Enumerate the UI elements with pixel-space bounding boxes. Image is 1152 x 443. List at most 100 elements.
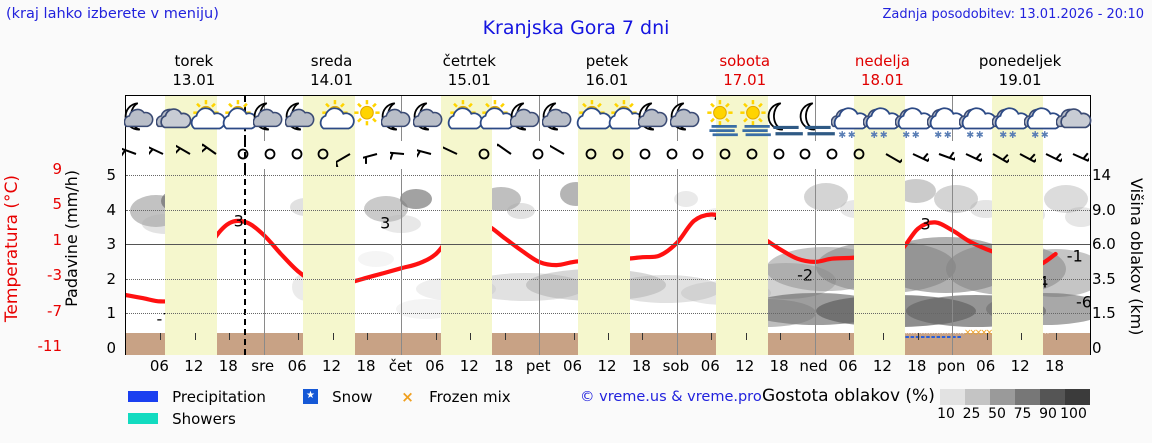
x-axis-label: 06	[149, 357, 169, 375]
day-heading-sobota: sobota 17.01	[676, 52, 814, 90]
temperature-label: -2	[797, 265, 814, 285]
daylight-band	[853, 169, 906, 355]
svg-text:✱: ✱	[1008, 130, 1016, 139]
location-menu-note: (kraj lahko izberete v meniju)	[6, 6, 219, 22]
wind-barb	[115, 141, 152, 167]
prec-tick: 1	[106, 304, 116, 323]
svg-text:✱: ✱	[944, 130, 952, 139]
forecast-plot[interactable]: ✱✱✱✱✱✱✱✱✱✱✱✱✱✱ ★★★★★★★★★★★★★★★★★★×××××××…	[115, 95, 1094, 355]
weather-icon-sun-cloud	[574, 99, 612, 137]
credit-text[interactable]: © vreme.us & vreme.pro	[580, 389, 762, 405]
day-date: 13.01	[172, 71, 216, 89]
svg-text:×: ×	[969, 328, 977, 338]
x-axis-label: 18	[218, 357, 238, 375]
day-date: 15.01	[447, 71, 491, 89]
wind-calm-marker	[631, 141, 661, 167]
day-separator	[539, 96, 541, 141]
wind-calm-marker	[818, 141, 848, 167]
wind-barb	[142, 141, 179, 167]
x-axis-label: 18	[907, 357, 927, 375]
wind-calm-marker	[765, 141, 795, 167]
hour-tick	[401, 169, 403, 333]
height-tick: 9.0	[1092, 200, 1116, 219]
svg-text:★: ★	[953, 327, 960, 336]
wind-barb	[197, 141, 232, 167]
x-axis-label: pon	[937, 357, 966, 375]
day-date: 14.01	[310, 71, 354, 89]
cloud-density-title: Gostota oblakov (%)	[762, 386, 935, 406]
daylight-band	[991, 169, 1044, 355]
hour-tick	[263, 169, 265, 333]
day-heading-sreda: sreda 14.01	[263, 52, 401, 90]
weather-icon-cloud-snow: ✱ ✱	[991, 99, 1030, 139]
x-axis-label: ned	[799, 357, 828, 375]
hour-tick	[1055, 333, 1057, 340]
density-step-1	[965, 389, 990, 405]
daylight-band	[716, 141, 768, 169]
x-axis-label: 18	[494, 357, 514, 375]
x-axis-label: 12	[184, 357, 204, 375]
wind-barb	[544, 141, 580, 167]
x-axis-label: 06	[425, 357, 445, 375]
day-name: ponedeljek	[978, 52, 1062, 70]
prec-tick: 0	[106, 339, 116, 357]
svg-text:✱: ✱	[912, 130, 920, 139]
legend-label-frozen-mix: Frozen mix	[429, 387, 511, 406]
wind-barb	[410, 141, 447, 167]
svg-text:×: ×	[975, 328, 983, 338]
svg-text:★: ★	[906, 327, 913, 336]
gridline-horizontal	[126, 278, 1090, 280]
svg-text:★: ★	[917, 327, 924, 336]
day-separator	[814, 96, 816, 141]
x-axis-label: 12	[735, 357, 755, 375]
hour-tick	[573, 333, 575, 340]
wind-calm-marker	[738, 141, 768, 167]
wind-calm-marker	[684, 141, 714, 167]
day-heading-torek: torek 13.01	[125, 52, 263, 90]
wind-barb	[925, 141, 960, 167]
x-axis-label: 12	[459, 357, 479, 375]
weather-icon-row: ✱ ✱ ✱ ✱ ✱ ✱ ✱ ✱ ✱ ✱ ✱ ✱ ✱ ✱	[124, 96, 1092, 141]
wind-barb-row	[115, 141, 1094, 170]
prec-tick: 3	[106, 235, 116, 254]
prec-tick: 5	[106, 166, 116, 184]
svg-text:★: ★	[958, 327, 965, 336]
hour-tick	[194, 333, 196, 340]
daylight-band	[302, 169, 355, 355]
weather-icon-night-fog	[799, 99, 837, 137]
day-heading-četrtek: četrtek 15.01	[400, 52, 538, 90]
weather-icon-night-cloudy	[541, 99, 580, 137]
x-axis-label: 06	[976, 357, 996, 375]
svg-text:★: ★	[922, 327, 929, 336]
density-step-0	[940, 389, 965, 405]
hour-tick	[986, 333, 988, 340]
wind-barb	[169, 141, 206, 167]
svg-text:✱: ✱	[999, 130, 1007, 139]
density-step-3	[1015, 389, 1040, 405]
daylight-band	[440, 141, 493, 169]
svg-text:×: ×	[986, 328, 994, 338]
x-axis-label: 18	[356, 357, 376, 375]
svg-text:✱: ✱	[870, 130, 878, 139]
density-step-2	[990, 389, 1015, 405]
weather-icon-sun-fog	[702, 99, 740, 137]
weather-icon-cloudy	[156, 99, 194, 137]
wind-calm-marker	[658, 141, 688, 167]
svg-text:✱: ✱	[848, 130, 856, 139]
height-tick: 3.5	[1092, 269, 1116, 288]
daylight-band	[165, 141, 217, 169]
svg-text:✱: ✱	[967, 130, 975, 139]
day-heading-ponedeljek: ponedeljek 19.01	[951, 52, 1089, 90]
legend-label-snow: Snow	[332, 387, 373, 406]
hour-tick	[676, 169, 678, 333]
x-axis-label: 06	[700, 357, 720, 375]
wind-barb	[899, 141, 933, 167]
day-name: sreda	[310, 52, 353, 70]
prec-tick: 2	[106, 269, 116, 288]
prec-tick: 4	[106, 200, 116, 219]
weather-icon-cloud-snow: ✱ ✱	[927, 99, 966, 139]
hour-tick	[780, 333, 782, 340]
svg-text:✱: ✱	[1031, 130, 1039, 139]
temperature-label: -6	[1076, 292, 1092, 312]
weather-icon-cloudy	[1055, 99, 1094, 137]
